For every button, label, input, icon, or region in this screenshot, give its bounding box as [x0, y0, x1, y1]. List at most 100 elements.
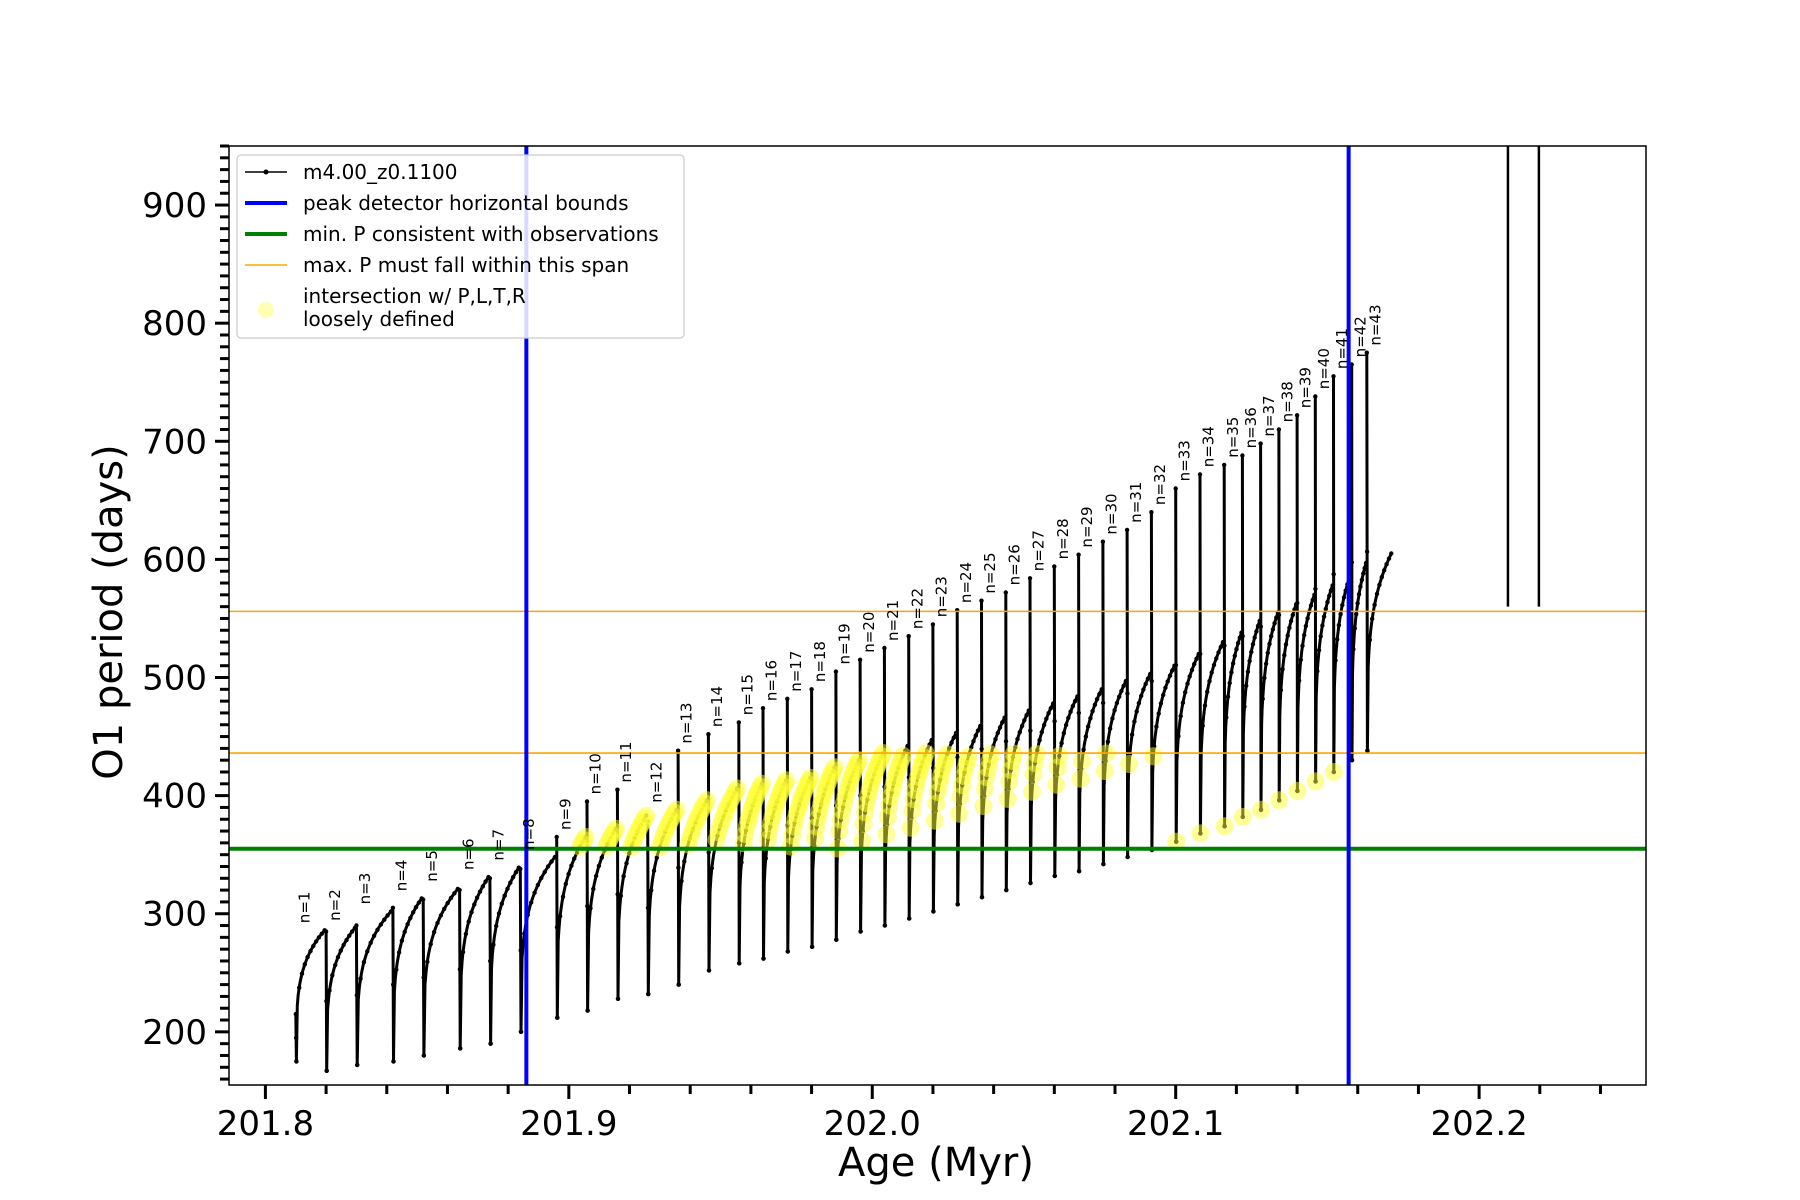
series-point	[706, 732, 711, 737]
series-point	[1305, 616, 1310, 621]
legend-label-1: peak detector horizontal bounds	[303, 191, 629, 215]
series-point	[1094, 697, 1100, 702]
series-point	[1132, 719, 1137, 724]
series-point	[505, 886, 510, 891]
legend-label-2: min. P consistent with observations	[303, 222, 659, 246]
series-point	[1247, 658, 1252, 664]
series-point	[1072, 698, 1078, 704]
series-point	[1039, 729, 1045, 735]
series-point	[1288, 618, 1294, 624]
series-point	[785, 696, 790, 701]
intersection-point	[825, 758, 844, 777]
series-point	[1139, 693, 1144, 699]
cycle-annotation: n=27	[1030, 530, 1048, 571]
intersection-point	[974, 797, 993, 815]
series-point	[1349, 758, 1355, 763]
series-point	[1167, 673, 1173, 678]
series-point	[435, 920, 440, 926]
series-point	[1052, 564, 1057, 569]
intersection-point	[1120, 755, 1139, 773]
intersection-point	[938, 745, 956, 764]
series-point	[1063, 722, 1069, 728]
cycle-annotation: n=25	[981, 552, 999, 593]
series-point	[1283, 642, 1289, 647]
series-point	[809, 944, 815, 949]
series-point	[1163, 685, 1168, 690]
series-point	[480, 884, 485, 889]
series-point	[529, 900, 534, 905]
series-point	[1361, 571, 1366, 576]
series-point	[1061, 731, 1067, 736]
y-tick-label: 600	[142, 540, 207, 580]
series-point	[585, 903, 590, 909]
series-point	[1136, 700, 1142, 706]
series-point	[323, 929, 329, 934]
cycle-annotation: n=13	[678, 703, 696, 744]
series-point	[338, 948, 343, 953]
series-point	[1123, 678, 1129, 684]
legend-marker-intersection	[258, 302, 274, 318]
series-point	[1315, 669, 1320, 674]
series-point	[1265, 650, 1271, 656]
cycle-annotation: n=30	[1102, 493, 1120, 534]
series-point	[955, 755, 960, 760]
series-point	[1282, 653, 1287, 658]
series-point	[1090, 708, 1095, 714]
series-point	[739, 860, 744, 865]
series-point	[882, 645, 887, 651]
series-point	[1121, 683, 1126, 688]
series-point	[335, 955, 341, 960]
intersection-point	[950, 804, 969, 823]
series-point	[1239, 630, 1244, 635]
intersection-point	[1270, 791, 1289, 810]
series-point	[1050, 701, 1056, 706]
series-point	[1027, 576, 1033, 581]
series-point	[1377, 582, 1382, 588]
series-point	[557, 913, 563, 919]
cycle-annotation: n=12	[647, 762, 665, 803]
series-point	[1300, 643, 1305, 648]
series-point	[1192, 661, 1197, 667]
series-point	[313, 939, 319, 944]
cycle-annotation: n=35	[1224, 417, 1242, 458]
series-point	[618, 893, 623, 898]
series-point	[1298, 657, 1304, 662]
x-tick-label: 201.8	[217, 1104, 314, 1144]
series-point	[333, 962, 338, 968]
series-point	[1331, 572, 1336, 577]
intersection-point	[801, 768, 820, 787]
series-point	[1252, 635, 1257, 640]
series-point	[955, 902, 960, 907]
series-point	[402, 929, 407, 934]
series-point	[463, 931, 469, 937]
intersection-point	[1023, 782, 1041, 801]
intersection-point	[637, 806, 656, 825]
series-point	[951, 735, 956, 740]
series-point	[293, 1035, 299, 1041]
series-point	[761, 956, 766, 961]
series-point	[1235, 640, 1241, 646]
cycle-annotation: n=20	[860, 612, 878, 653]
series-point	[1081, 747, 1086, 752]
series-point	[1351, 647, 1356, 652]
series-point	[1295, 600, 1300, 606]
series-point	[1224, 715, 1229, 720]
intersection-point	[1027, 745, 1046, 763]
cycle-annotation: n=3	[356, 873, 374, 905]
intersection-point	[777, 771, 796, 790]
series-point	[1321, 614, 1327, 619]
series-point	[1173, 486, 1178, 491]
series-point	[469, 910, 474, 915]
series-point	[554, 925, 560, 930]
series-point	[416, 900, 422, 905]
series-point	[324, 1068, 329, 1074]
series-point	[494, 923, 499, 929]
series-point	[299, 971, 305, 976]
series-point	[585, 1008, 590, 1013]
y-tick-label: 200	[142, 1013, 207, 1053]
cycle-annotation: n=42	[1351, 316, 1369, 357]
series-point	[834, 937, 839, 942]
series-point	[1365, 748, 1370, 753]
series-point	[508, 880, 513, 885]
series-point	[1386, 556, 1392, 561]
